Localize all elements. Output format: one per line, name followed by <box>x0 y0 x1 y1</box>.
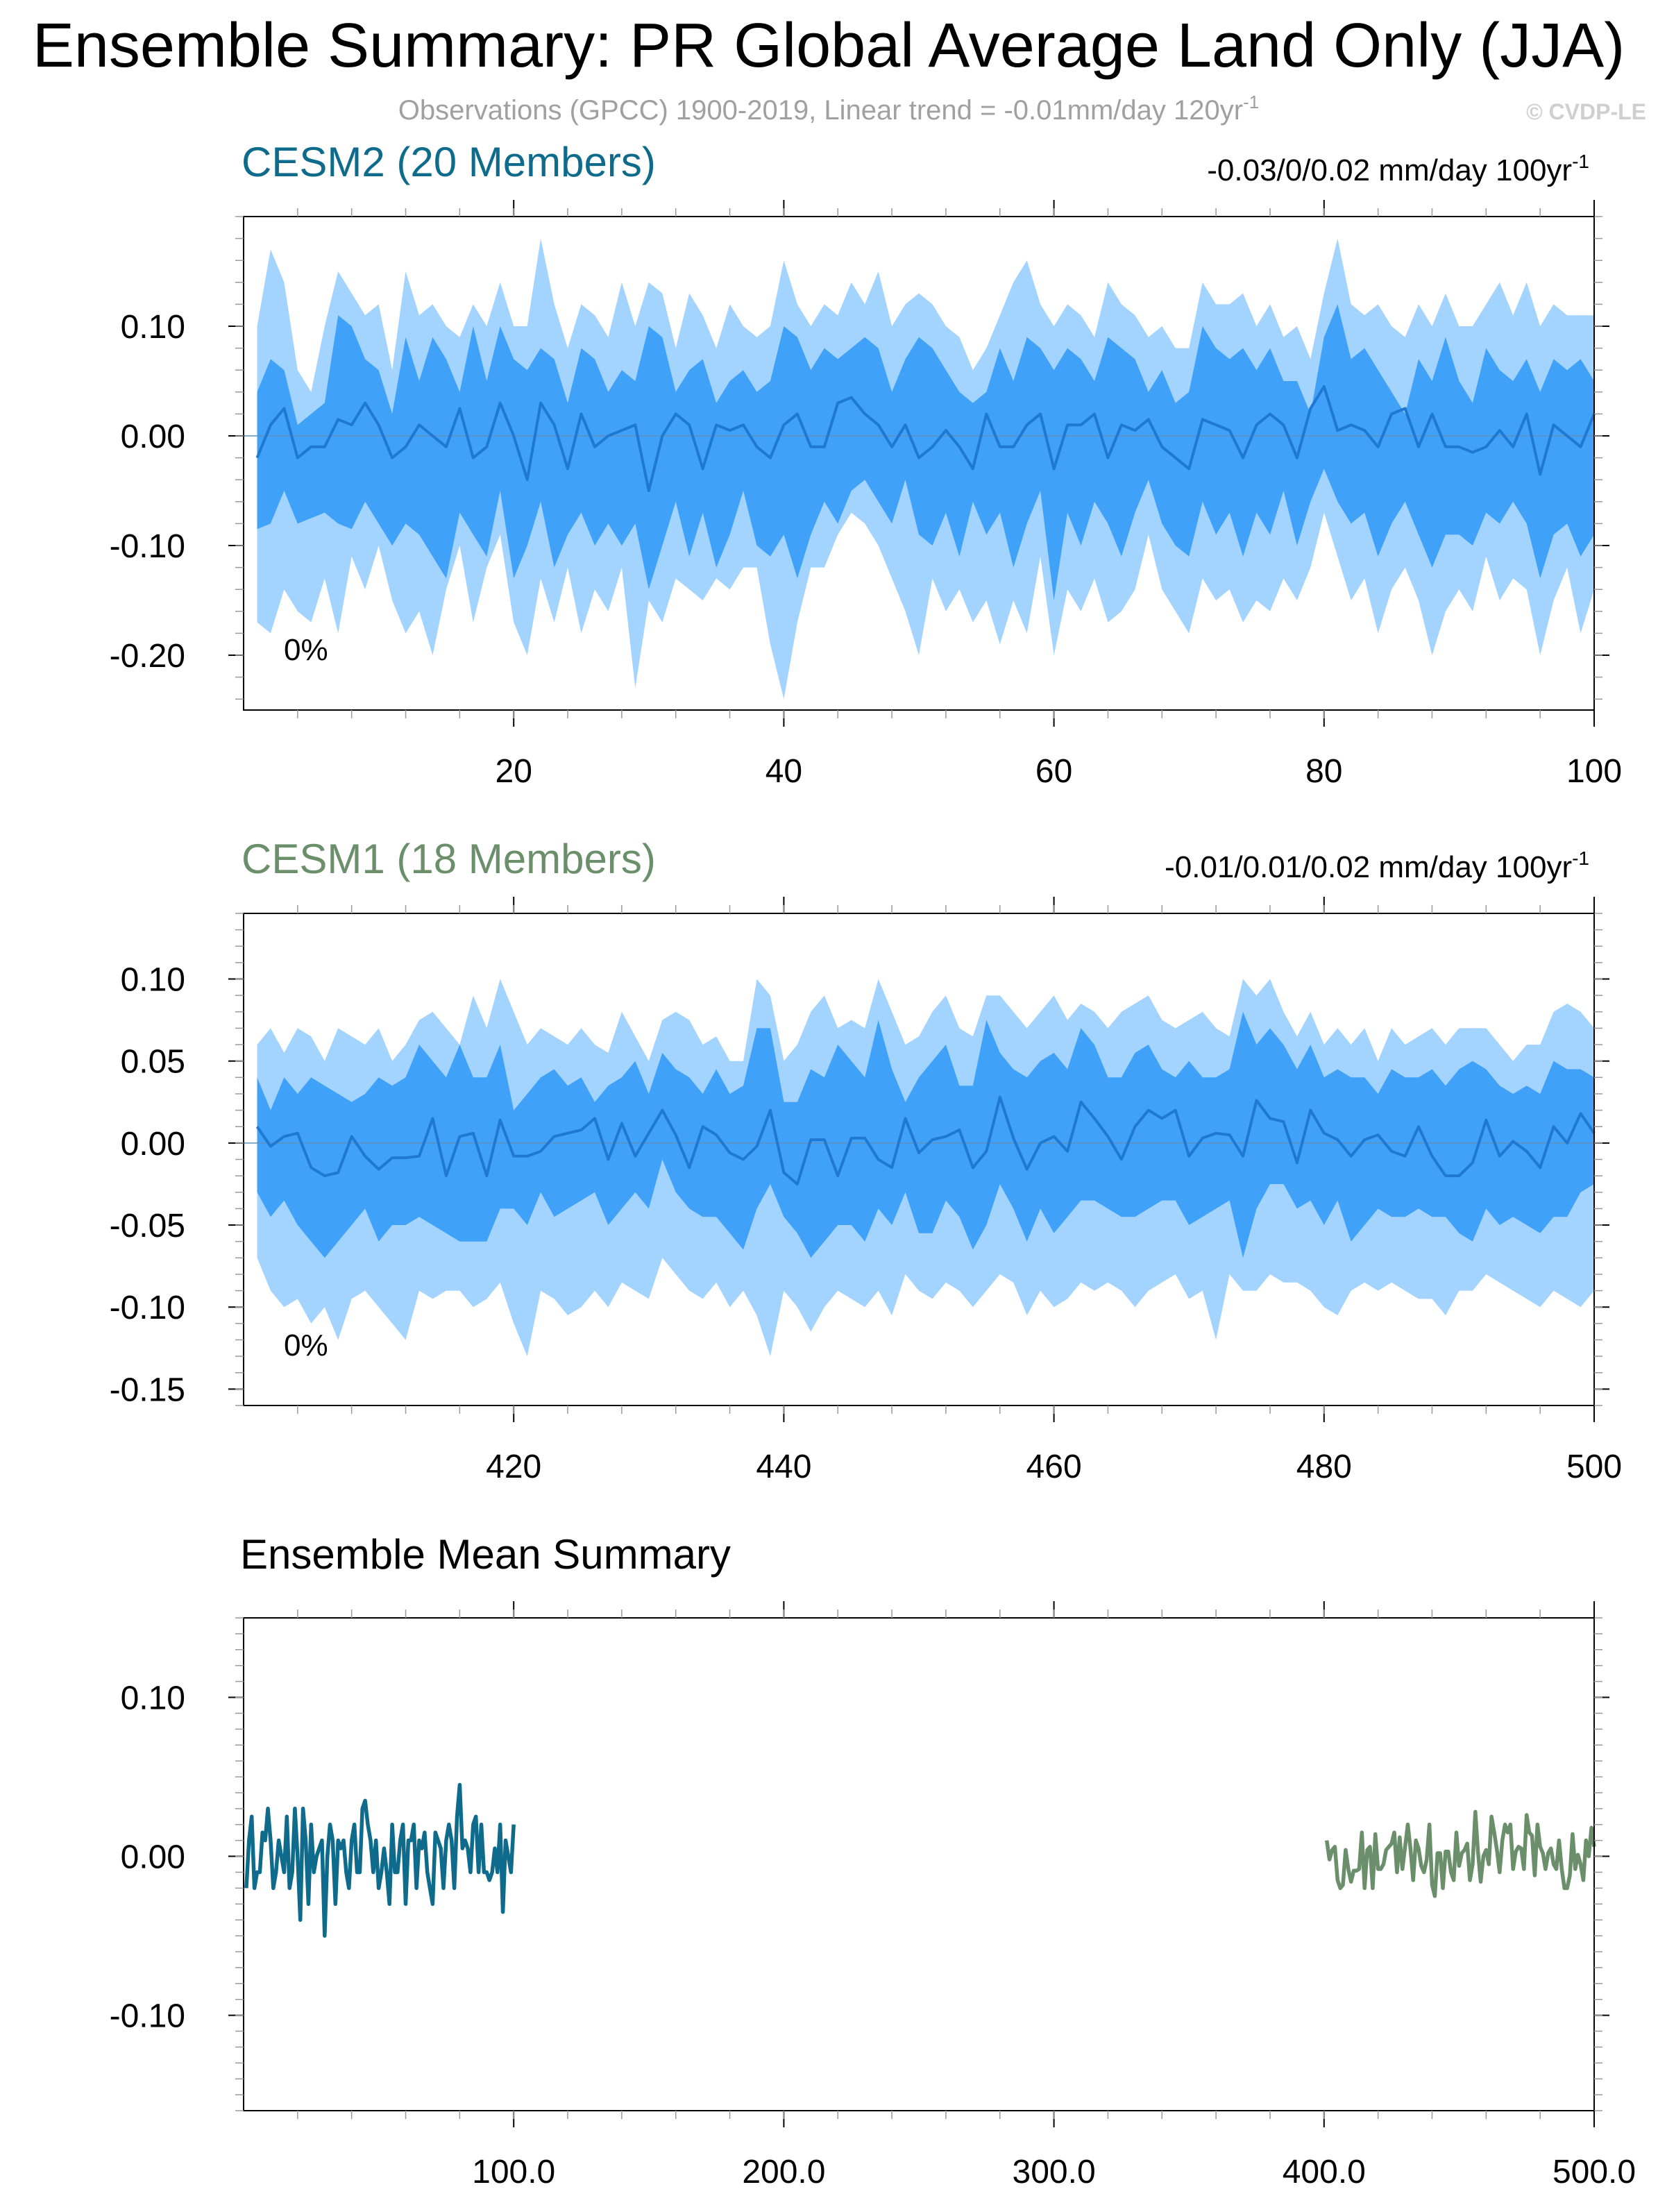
summary-y-tick-label: 0.10 <box>121 1680 185 1717</box>
figure-title: Ensemble Summary: PR Global Average Land… <box>33 11 1625 81</box>
cesm2-plot-area: 0% 0.10 0.00 -0.10 -0.20 20 40 60 80 100 <box>110 200 1622 790</box>
cesm1-trend-sup: -1 <box>1572 847 1589 869</box>
cesm2-y-tick-label: -0.20 <box>110 638 185 675</box>
cesm2-x-tick-label: 40 <box>765 753 802 790</box>
summary-y-tick-label: -0.10 <box>110 1998 185 2035</box>
cesm2-plot-frame <box>243 216 1595 711</box>
cesm2-y-tick-label: 0.00 <box>121 419 185 455</box>
cesm1-panel-title: CESM1 (18 Members) <box>242 836 656 882</box>
cesm1-x-tick-label: 440 <box>756 1449 811 1485</box>
cesm1-ensemble-mean-line <box>255 1095 1596 1185</box>
summary-x-tick-label: 400.0 <box>1283 2154 1366 2190</box>
cesm1-y-tick-label: -0.15 <box>110 1371 185 1408</box>
cesm2-trend-label: -0.03/0/0.02 mm/day 100yr-1 <box>1207 151 1589 187</box>
cesm1-trend-label: -0.01/0.01/0.02 mm/day 100yr-1 <box>1165 847 1589 884</box>
cesm2-x-tick-label: 80 <box>1305 753 1342 790</box>
figure-subtitle: Observations (GPCC) 1900-2019, Linear tr… <box>398 92 1259 126</box>
cesm1-y-tick-label: 0.05 <box>121 1044 185 1081</box>
cesm2-x-tick-label: 20 <box>496 753 532 790</box>
cesm1-trend-text: -0.01/0.01/0.02 mm/day 100yr <box>1165 850 1572 884</box>
cesm2-panel-title: CESM2 (20 Members) <box>242 139 656 185</box>
cesm1-x-tick-label: 480 <box>1296 1449 1352 1485</box>
cesm2-x-tick-label: 100 <box>1566 753 1622 790</box>
summary-x-tick-label: 500.0 <box>1553 2154 1636 2190</box>
summary-plot-frame <box>243 1617 1595 2111</box>
cesm1-summary-line <box>1324 1809 1596 1898</box>
summary-plot-area: 0.10 0.00 -0.10 100.0 200.0 300.0 400.0 500.0 <box>110 1601 1636 2190</box>
cesm1-y-tick-label: 0.10 <box>121 962 185 999</box>
cesm1-plot-area: 0% 0.10 0.05 0.00 -0.05 -0.10 -0.15 420 440 460 48… <box>110 897 1622 1485</box>
copyright-label: © CVDP-LE <box>1526 99 1646 124</box>
cesm2-ensemble-mean-line <box>255 385 1596 492</box>
cesm1-percent-label: 0% <box>284 1328 328 1362</box>
cesm2-y-tick-label: -0.10 <box>110 528 185 565</box>
figure-subtitle-text: Observations (GPCC) 1900-2019, Linear tr… <box>398 95 1243 126</box>
cesm1-y-tick-label: -0.05 <box>110 1208 185 1244</box>
cesm1-x-tick-label: 500 <box>1566 1449 1622 1485</box>
cesm2-trend-text: -0.03/0/0.02 mm/day 100yr <box>1207 153 1572 187</box>
cesm2-summary-line <box>244 1782 516 1938</box>
cesm1-y-tick-label: 0.00 <box>121 1126 185 1163</box>
cesm1-x-tick-label: 420 <box>486 1449 541 1485</box>
summary-panel-title: Ensemble Mean Summary <box>240 1531 731 1578</box>
cesm1-inner-spread-band <box>257 1011 1594 1258</box>
cesm2-percent-label: 0% <box>284 633 328 667</box>
summary-x-tick-label: 300.0 <box>1013 2154 1096 2190</box>
cesm1-x-tick-label: 460 <box>1026 1449 1082 1485</box>
summary-x-tick-label: 100.0 <box>472 2154 555 2190</box>
figure-subtitle-sup: -1 <box>1243 92 1259 112</box>
cesm2-y-tick-label: 0.10 <box>121 309 185 346</box>
cesm2-x-tick-label: 60 <box>1035 753 1072 790</box>
cesm2-trend-sup: -1 <box>1572 151 1589 172</box>
summary-y-tick-label: 0.00 <box>121 1839 185 1876</box>
summary-x-tick-label: 200.0 <box>742 2154 825 2190</box>
cesm1-y-tick-label: -0.10 <box>110 1290 185 1326</box>
